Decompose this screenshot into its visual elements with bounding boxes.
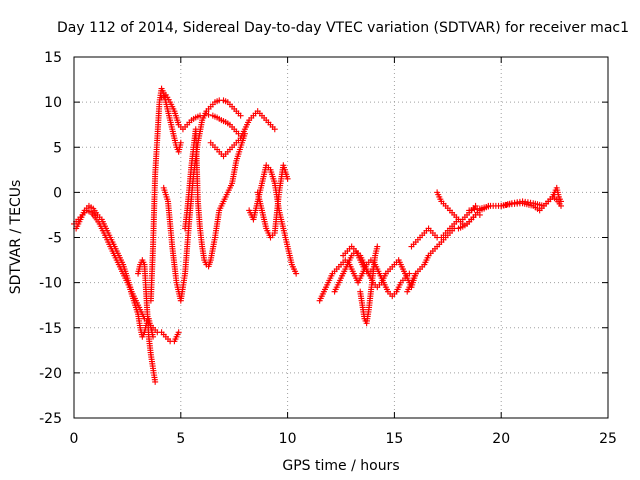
y-tick-labels: -25 -20 -15 -10 -5 0 5 10 15 [39, 50, 62, 427]
y-tick-label: -5 [48, 231, 62, 247]
data-marks [71, 85, 565, 385]
data-point [293, 270, 300, 277]
y-tick-label: -10 [39, 276, 62, 292]
y-tick-label: 15 [44, 50, 62, 66]
y-tick-label: 5 [53, 140, 62, 156]
y-tick-label: 0 [53, 185, 62, 201]
x-tick-label: 25 [599, 431, 617, 447]
grid-lines [74, 57, 608, 418]
data-point [237, 112, 244, 119]
chart-title: Day 112 of 2014, Sidereal Day-to-day VTE… [57, 20, 629, 36]
series-track-g [182, 126, 248, 270]
x-tick-label: 20 [492, 431, 510, 447]
x-tick-label: 0 [70, 431, 79, 447]
y-axis-label: SDTVAR / TECUs [8, 180, 24, 295]
series-track-b [73, 202, 182, 345]
series-track-d [147, 85, 184, 304]
x-tick-labels: 0 5 10 15 20 25 [70, 431, 617, 447]
data-point [558, 198, 565, 205]
series-track-f [160, 97, 244, 304]
series-track-c [135, 257, 159, 385]
series-track-j [254, 162, 291, 241]
data-point [152, 378, 159, 385]
data-point [374, 243, 381, 250]
x-tick-label: 5 [176, 431, 185, 447]
data-point [472, 202, 479, 209]
series-track-s [498, 184, 565, 214]
y-tick-label: -15 [39, 321, 62, 337]
x-tick-label: 15 [385, 431, 403, 447]
series-track-n [357, 243, 381, 327]
x-tick-label: 10 [279, 431, 297, 447]
plot-frame [73, 56, 609, 419]
series-track-h [207, 108, 278, 160]
y-tick-label: -25 [39, 411, 62, 427]
data-point [177, 139, 184, 146]
data-point [284, 175, 291, 182]
series-track-l [331, 248, 419, 295]
x-axis-label: GPS time / hours [282, 458, 399, 474]
data-point [271, 126, 278, 133]
y-tick-label: 10 [44, 95, 62, 111]
data-point [205, 111, 212, 118]
y-tick-label: -20 [39, 366, 62, 382]
series-track-e [158, 91, 242, 137]
data-point [175, 329, 182, 336]
